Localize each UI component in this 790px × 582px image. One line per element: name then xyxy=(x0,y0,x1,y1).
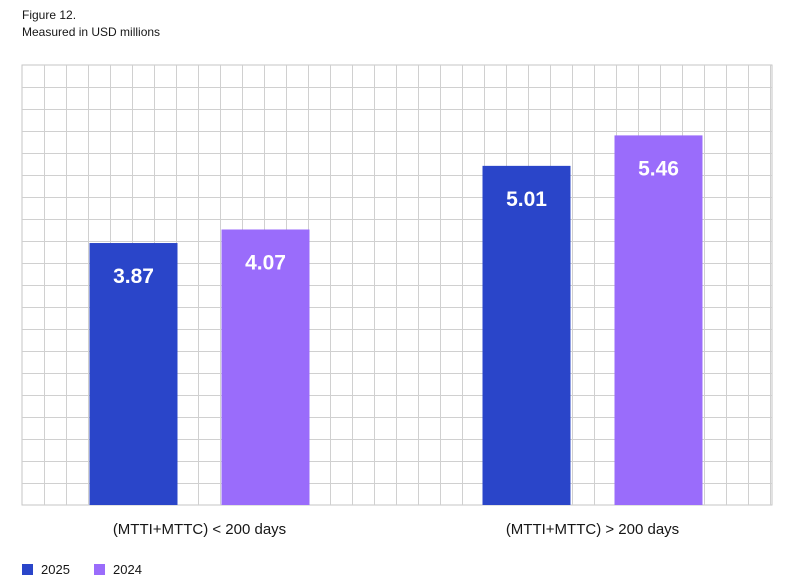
category-label: (MTTI+MTTC) < 200 days xyxy=(113,521,286,538)
data-label: 5.01 xyxy=(506,188,547,211)
legend-item-2024: 2024 xyxy=(94,562,142,577)
legend-swatch-2025 xyxy=(22,564,33,575)
bar-2025-1 xyxy=(89,243,178,505)
data-label: 3.87 xyxy=(113,265,154,288)
bar-2024-1 xyxy=(221,229,310,505)
legend-swatch-2024 xyxy=(94,564,105,575)
figure-subtitle: Measured in USD millions xyxy=(22,25,161,39)
data-label: 4.07 xyxy=(245,251,286,274)
figure-title: Figure 12. xyxy=(22,8,77,22)
legend-label-2024: 2024 xyxy=(113,562,142,577)
legend-label-2025: 2025 xyxy=(41,562,70,577)
bar-2024-2 xyxy=(614,135,703,505)
bar-2025-2 xyxy=(482,165,571,505)
category-label: (MTTI+MTTC) > 200 days xyxy=(506,521,679,538)
legend-item-2025: 2025 xyxy=(22,562,70,577)
data-label: 5.46 xyxy=(638,157,679,180)
